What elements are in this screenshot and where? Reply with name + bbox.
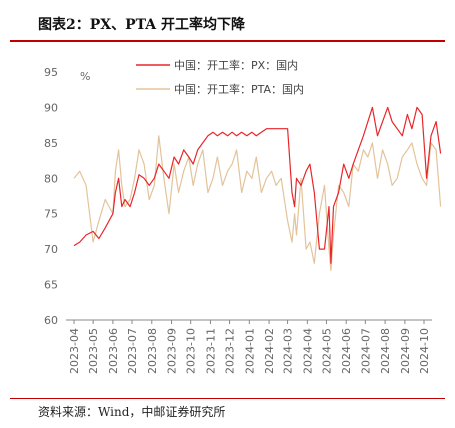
y-tick-label: 75: [44, 208, 58, 221]
legend-label: 中国：开工率：PX：国内: [174, 58, 298, 72]
y-tick-label: 95: [44, 66, 58, 79]
source-note: 资料来源：Wind，中邮证券研究所: [38, 405, 226, 419]
y-axis-ticks: 60 65 70 75 80 85 90 95: [44, 66, 58, 327]
y-tick-label: 70: [44, 243, 58, 256]
y-tick-label: 90: [44, 101, 58, 114]
x-tick-label: 2024-01: [243, 328, 256, 374]
x-tick-label: 2023-12: [224, 328, 237, 374]
x-tick-label: 2024-09: [399, 328, 412, 374]
y-axis-unit: %: [80, 70, 90, 83]
y-tick-label: 85: [44, 137, 58, 150]
legend-label: 中国：开工率：PTA：国内: [174, 82, 304, 96]
x-tick-label: 2024-10: [418, 328, 431, 374]
figure-title: 图表2：PX、PTA 开工率均下降: [38, 17, 246, 33]
top-divider: [10, 40, 445, 42]
x-tick-label: 2024-08: [379, 328, 392, 374]
series-lines: [73, 106, 442, 271]
x-tick-label: 2023-05: [87, 328, 100, 374]
x-tick-label: 2023-08: [146, 328, 159, 374]
series-line-pta: [73, 135, 442, 271]
bottom-divider: [10, 398, 445, 399]
x-tick-label: 2024-04: [301, 328, 314, 374]
x-tick-label: 2023-06: [107, 328, 120, 374]
x-tick-label: 2024-05: [320, 328, 333, 374]
x-tick-label: 2023-07: [126, 328, 139, 374]
x-tick-label: 2024-07: [359, 328, 372, 374]
x-tick-label: 2024-06: [340, 328, 353, 374]
y-tick-label: 80: [44, 172, 58, 185]
x-tick-label: 2023-11: [204, 328, 217, 374]
series-line-px: [73, 106, 442, 264]
x-tick-label: 2024-03: [282, 328, 295, 374]
x-axis-ticks: 2023-04 2023-05 2023-06 2023-07 2023-08 2023-…: [68, 320, 431, 374]
line-chart: 60 65 70 75 80 85 90 95 % 2023-04 2023-05 2023-06…: [44, 58, 442, 374]
x-tick-label: 2024-02: [263, 328, 276, 374]
x-tick-label: 2023-10: [185, 328, 198, 374]
x-tick-label: 2023-09: [166, 328, 179, 374]
y-tick-label: 60: [44, 314, 58, 327]
x-tick-label: 2023-04: [68, 328, 81, 374]
y-tick-label: 65: [44, 279, 58, 292]
